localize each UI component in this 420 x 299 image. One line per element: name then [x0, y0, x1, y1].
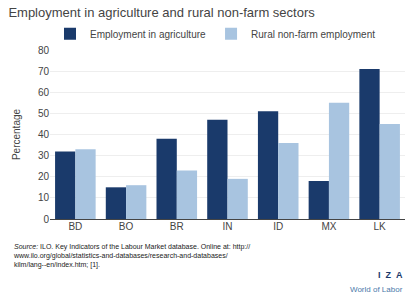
svg-text:70: 70 — [38, 66, 50, 77]
svg-text:20: 20 — [38, 171, 50, 182]
svg-text:BD: BD — [68, 221, 82, 232]
svg-text:Employment in agriculture and: Employment in agriculture and rural non-… — [8, 5, 315, 20]
svg-text:30: 30 — [38, 150, 50, 161]
svg-text:I Z A: I Z A — [378, 270, 403, 280]
svg-text:Percentage: Percentage — [11, 108, 22, 160]
svg-text:0: 0 — [43, 214, 49, 225]
svg-text:Source: ILO. Key Indicators of: Source: ILO. Key Indicators of the Labou… — [13, 243, 250, 269]
svg-text:50: 50 — [38, 108, 50, 119]
svg-text:MX: MX — [321, 221, 336, 232]
svg-text:40: 40 — [38, 129, 50, 140]
svg-text:Employment in agriculture: Employment in agriculture — [90, 29, 206, 40]
svg-text:10: 10 — [38, 192, 50, 203]
svg-text:LK: LK — [374, 221, 387, 232]
svg-text:80: 80 — [38, 45, 50, 56]
svg-text:BR: BR — [170, 221, 184, 232]
svg-text:ID: ID — [273, 221, 283, 232]
svg-text:BO: BO — [119, 221, 134, 232]
svg-text:World of Labor: World of Labor — [350, 285, 403, 294]
svg-text:IN: IN — [223, 221, 233, 232]
svg-text:Rural non-farm employment: Rural non-farm employment — [251, 29, 375, 40]
svg-text:60: 60 — [38, 87, 50, 98]
